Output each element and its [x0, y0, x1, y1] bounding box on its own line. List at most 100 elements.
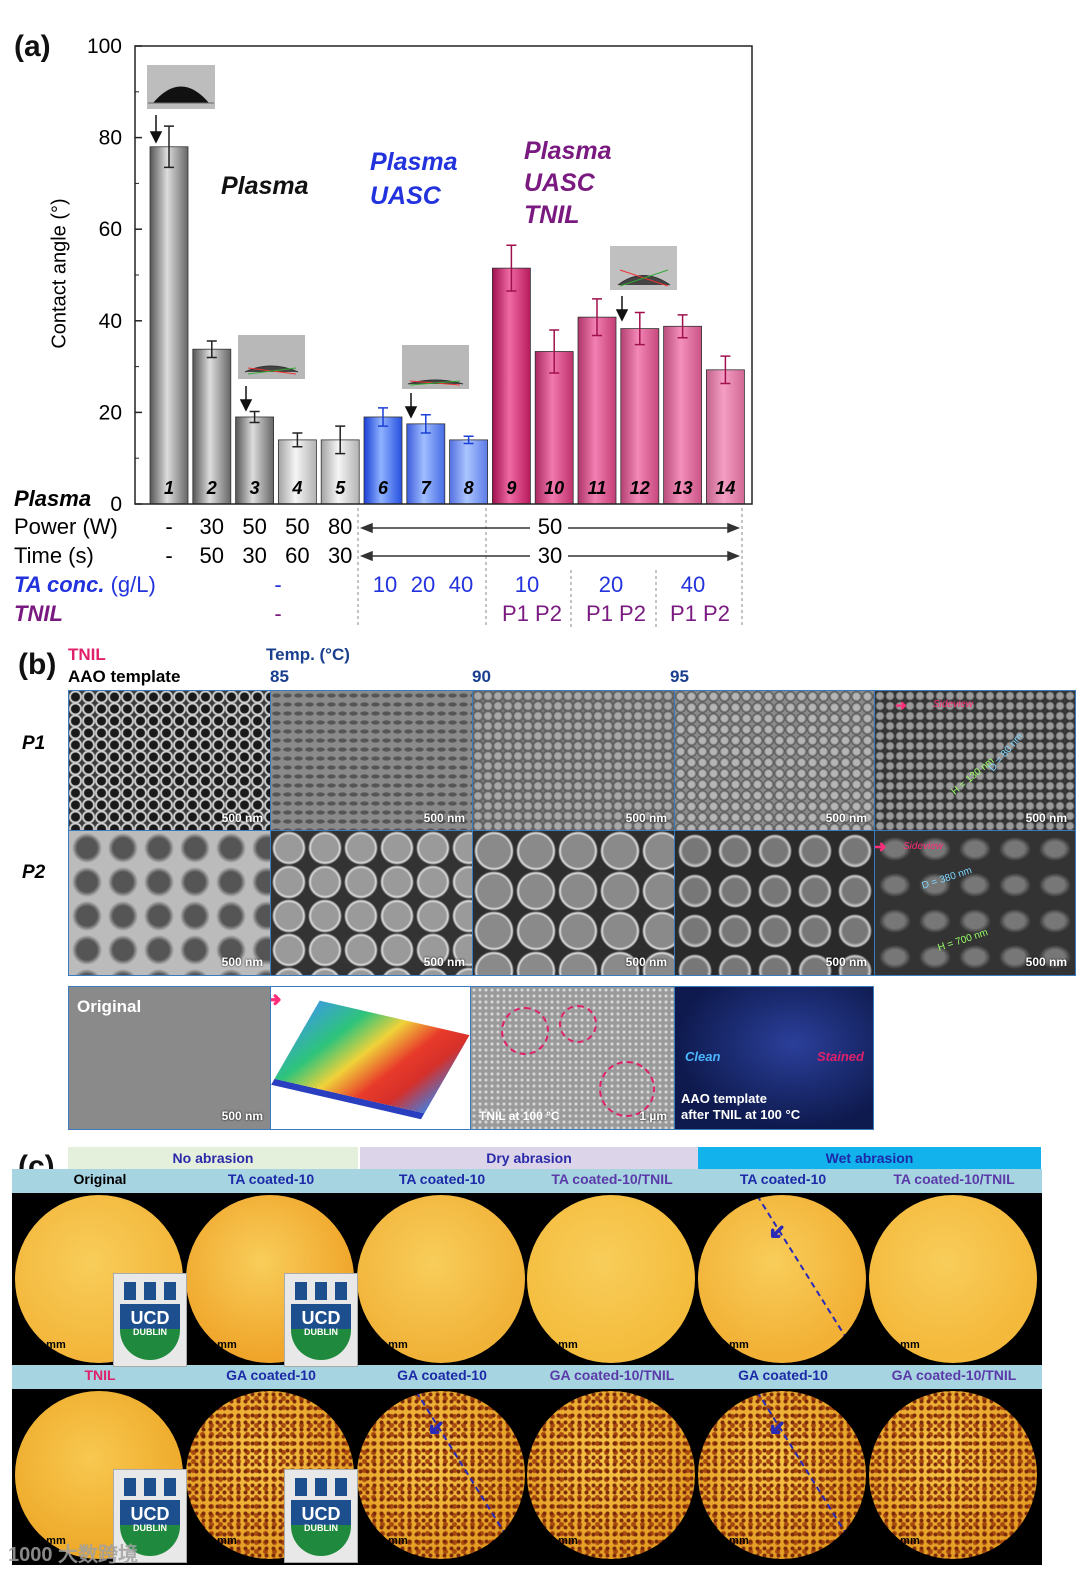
table-tnil-label: TNIL: [14, 601, 63, 626]
time-value: 30: [327, 543, 353, 568]
shield-icon: [120, 1500, 180, 1556]
scale-bar: 1 mm: [208, 1535, 237, 1547]
sideview-arrow-icon: ➜: [874, 839, 887, 856]
bar-8: [449, 439, 489, 505]
micrograph-title: TA coated-10: [398, 1171, 486, 1187]
scale-bar: 1 mm: [208, 1339, 237, 1351]
time-common: 30: [532, 543, 568, 569]
bar-11: [577, 316, 617, 505]
ucd-logo-subtext: DUBLIN: [304, 1327, 338, 1337]
watermark: 1000 大数跨境: [8, 1544, 139, 1566]
power-value: 50: [285, 514, 310, 539]
micrograph-title: GA coated-10: [226, 1367, 316, 1383]
error-bar-13: [677, 314, 688, 339]
error-bar-4: [292, 432, 303, 448]
micrograph-title: TA coated-10: [739, 1171, 827, 1187]
ta-value: 10: [514, 572, 540, 597]
temp-95: 95: [670, 667, 689, 686]
scale-bar: 1 mm: [720, 1339, 749, 1351]
sem-p1-85: 500 nm: [270, 690, 474, 832]
group-label-tnil-2: UASC: [524, 169, 595, 197]
shield-icon: [291, 1304, 351, 1360]
y-tick-label: 0: [110, 493, 122, 516]
power-value: 30: [199, 514, 225, 539]
original-label: Original: [77, 997, 142, 1016]
castle-icon: [124, 1478, 176, 1496]
afm-surface: [274, 1000, 470, 1114]
power-value: 80: [327, 514, 353, 539]
scale-bar: 500 nm: [423, 955, 465, 969]
bar-10: [534, 351, 574, 505]
group-dry-abrasion: Dry abrasion: [360, 1147, 698, 1169]
sem-p1-95: 500 nm: [674, 690, 876, 832]
sideview-label: Sideview: [933, 699, 974, 710]
power-value: 50: [242, 514, 267, 539]
scale-bar: 1 mm: [549, 1339, 578, 1351]
table-plasma-label: Plasma: [14, 486, 92, 511]
ucd-logo-subtext: DUBLIN: [304, 1523, 338, 1533]
sem-p1-aao: 500 nm: [68, 690, 272, 832]
scale-bar: 500 nm: [825, 955, 867, 969]
row1-header-bar: [12, 1169, 1042, 1193]
aao-after-line1: AAO template: [681, 1091, 767, 1106]
droplet-inset-3: [238, 335, 305, 379]
micrograph-title: TNIL: [84, 1367, 116, 1383]
castle-icon: [295, 1282, 347, 1300]
sem-p2-aao: 500 nm: [68, 830, 272, 976]
sem-p2-95: 500 nm: [674, 830, 876, 976]
defect-circle: [501, 1007, 549, 1055]
ucd-logo: UCD DUBLIN: [113, 1469, 187, 1563]
temp-90: 90: [472, 667, 491, 686]
optical-micrograph: 1 mm: [869, 1391, 1037, 1559]
table-ta-label: TA conc. (g/L): [14, 572, 156, 598]
tnil-value: P1 P2: [502, 601, 562, 626]
clean-label: Clean: [685, 1049, 721, 1064]
error-bar-7: [420, 413, 431, 434]
sem-original: Original 500 nm: [68, 986, 272, 1130]
power-common: 50: [532, 514, 568, 540]
scale-bar: 500 nm: [221, 811, 263, 825]
sem-tnil-100: TNIL at 100 °C 1 µm: [470, 986, 676, 1130]
y-tick-label: 60: [99, 218, 122, 241]
sem-p1-sideview: ➜ Sideview D = 80 nm H = 130 nm 500 nm: [874, 690, 1076, 832]
optical-micrograph: 1 mm ➜: [698, 1195, 866, 1363]
ta-value: 10: [372, 572, 398, 597]
micrograph-title: GA coated-10/TNIL: [549, 1367, 675, 1383]
table-time-label: Time (s): [14, 543, 94, 568]
optical-micrograph: 1 mm: [527, 1195, 695, 1363]
ucd-logo-text: UCD: [301, 1308, 341, 1328]
y-axis-label: Contact angle (°): [48, 198, 71, 349]
tnil-100-label: TNIL at 100 °C: [479, 1109, 560, 1123]
sem-p2-85: 500 nm: [270, 830, 474, 976]
group-label-uasc-2: UASC: [370, 182, 441, 210]
power-value: -: [165, 514, 173, 539]
bar-6: [363, 416, 403, 505]
ta-dash: -: [274, 572, 282, 597]
error-bar-9: [506, 244, 517, 292]
optical-micrograph: 1 mm ➜: [357, 1391, 525, 1559]
ucd-logo: UCD DUBLIN: [284, 1273, 358, 1367]
shield-icon: [120, 1304, 180, 1360]
scale-bar: 500 nm: [1025, 811, 1067, 825]
p1-height: H = 130 nm: [949, 755, 997, 798]
error-bar-14: [720, 355, 731, 385]
sem-p2-sideview: ➜ Sideview D = 380 nm H = 700 nm 500 nm: [874, 830, 1076, 976]
micrograph-title: GA coated-10: [738, 1367, 828, 1383]
bar-number-label: 13: [673, 478, 693, 498]
micrograph-title: GA coated-10: [397, 1367, 487, 1383]
y-tick-label: 100: [87, 35, 122, 58]
y-tick-label: 20: [99, 401, 122, 424]
optical-micrograph: 1 mm: [527, 1391, 695, 1559]
group-wet-abrasion: Wet abrasion: [698, 1147, 1041, 1169]
ta-value: 20: [410, 572, 436, 597]
error-bar-2: [206, 340, 217, 359]
group-label-tnil-3: TNIL: [524, 201, 580, 229]
optical-micrograph: 1 mm ➜: [698, 1391, 866, 1559]
y-tick-label: 40: [99, 310, 122, 333]
micrograph-title: TA coated-10/TNIL: [893, 1171, 1015, 1187]
scale-bar: 500 nm: [423, 811, 465, 825]
scale-bar: 1 mm: [891, 1535, 920, 1547]
aao-heading: AAO template: [68, 667, 181, 686]
droplet-inset-1: [147, 65, 215, 109]
panel-a-label: (a): [14, 30, 51, 63]
